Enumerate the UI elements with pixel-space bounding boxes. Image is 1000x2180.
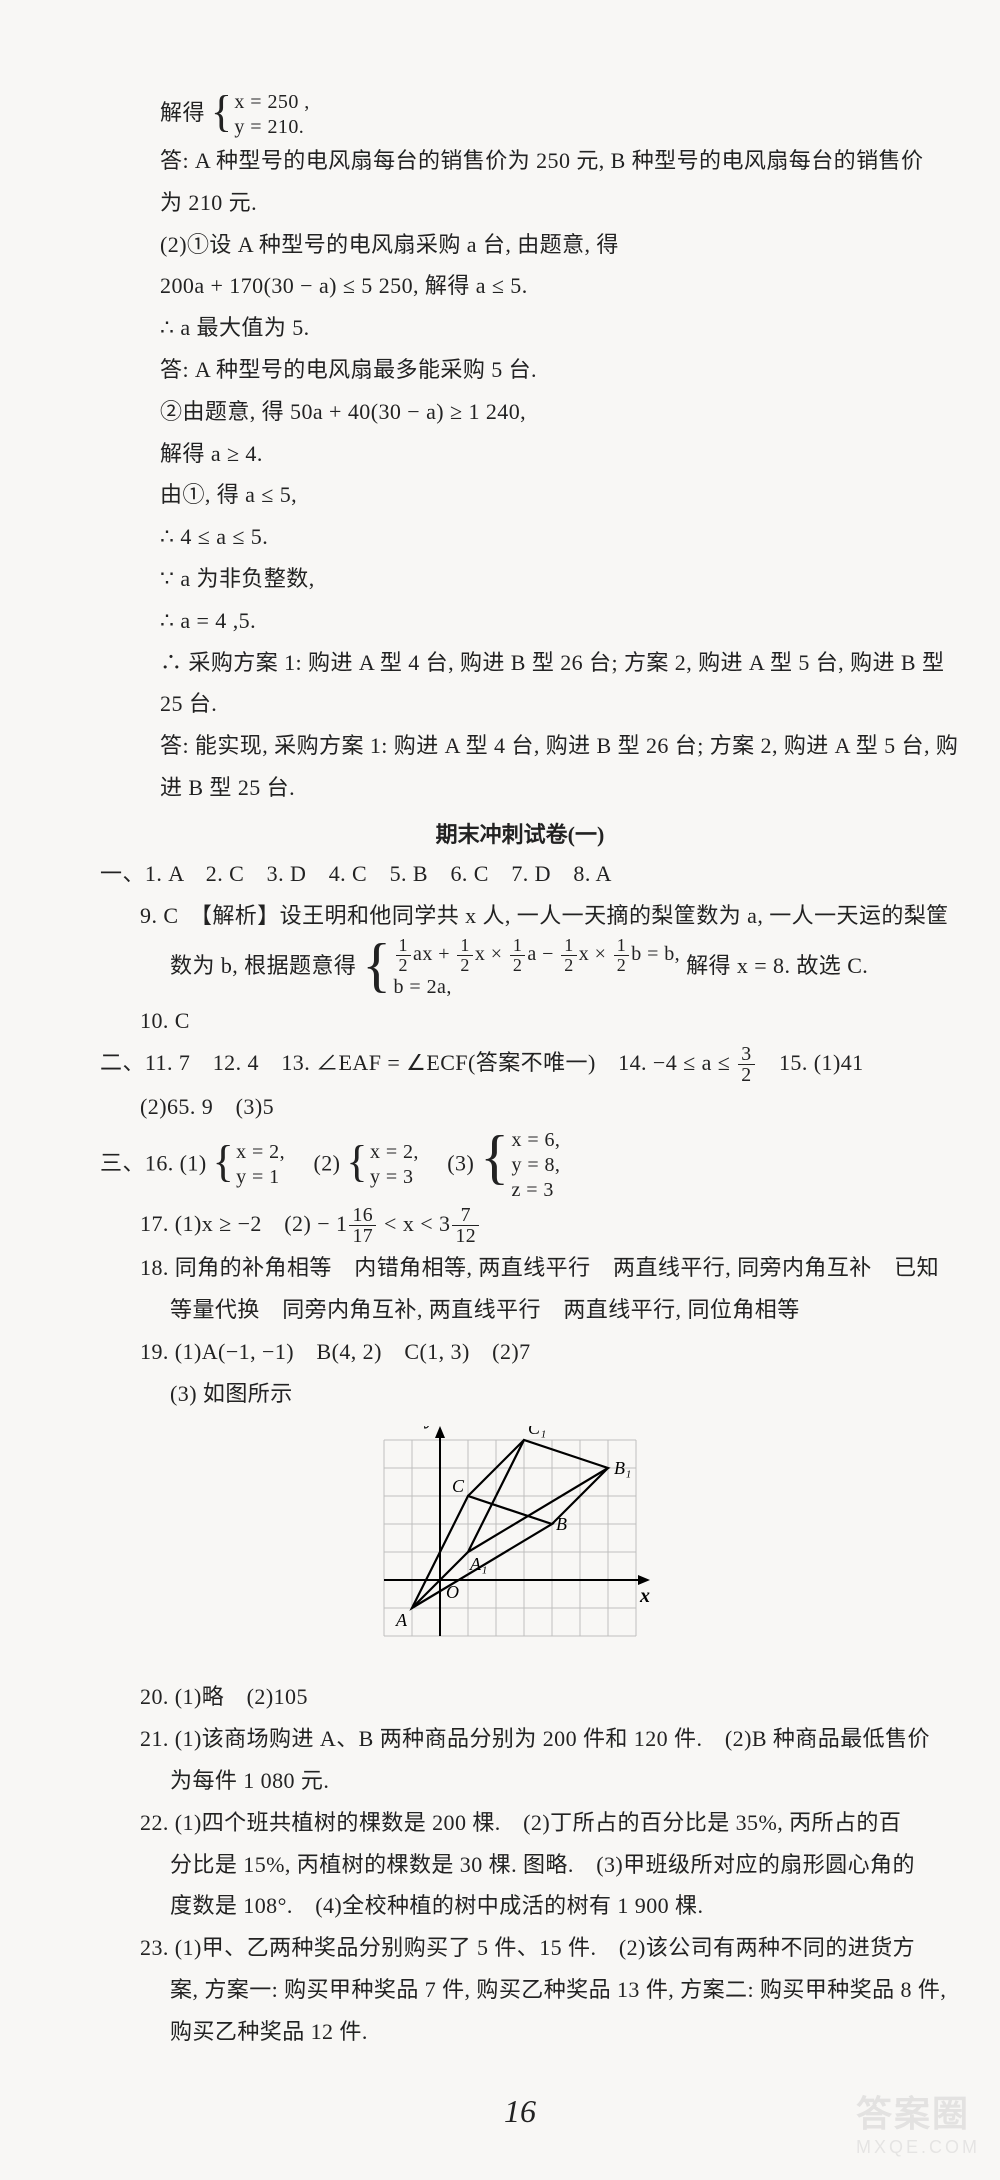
coordinate-figure: y x O A B C A₁ B₁ C₁: [100, 1426, 940, 1666]
line: 200a + 170(30 − a) ≤ 5 250, 解得 a ≤ 5.: [100, 265, 940, 307]
line: ∴ 4 ≤ a ≤ 5.: [100, 516, 940, 558]
text: < x < 3: [378, 1211, 450, 1236]
line: 答: A 种型号的电风扇最多能采购 5 台.: [100, 349, 940, 391]
eq-row: y = 1: [236, 1165, 285, 1190]
line: (3) 如图所示: [100, 1373, 940, 1415]
line: (2)65. 9 (3)5: [100, 1086, 940, 1128]
text: 15. (1)41: [757, 1050, 864, 1075]
line: ∴ 采购方案 1: 购进 A 型 4 台, 购进 B 型 26 台; 方案 2,…: [100, 642, 940, 684]
left-brace-icon: {: [211, 92, 233, 142]
watermark-small: MXQE.COM: [856, 2137, 980, 2158]
line: 18. 同角的补角相等 内错角相等, 两直线平行 两直线平行, 同旁内角互补 已…: [100, 1247, 940, 1289]
line: 二、11. 7 12. 4 13. ∠EAF = ∠ECF(答案不唯一) 14.…: [100, 1042, 940, 1086]
line: 案, 方案一: 购买甲种奖品 7 件, 购买乙种奖品 13 件, 方案二: 购买…: [100, 1969, 940, 2011]
eq-row: z = 3: [511, 1178, 560, 1203]
svg-text:O: O: [446, 1582, 459, 1602]
line: ②由题意, 得 50a + 40(30 − a) ≥ 1 240,: [100, 391, 940, 433]
svg-text:x: x: [639, 1585, 650, 1607]
equation-system: { x = 6, y = 8, z = 3: [480, 1128, 560, 1203]
text: 解得 x = 8. 故选 C.: [686, 953, 868, 978]
page-number: 16: [100, 2093, 940, 2130]
svg-text:A₁: A₁: [469, 1554, 487, 1574]
line: ∴ a 最大值为 5.: [100, 307, 940, 349]
left-brace-icon: {: [346, 1142, 368, 1192]
line: ∴ a = 4 ,5.: [100, 600, 940, 642]
text: (2): [291, 1151, 340, 1176]
text: 二、11. 7 12. 4 13. ∠EAF = ∠ECF(答案不唯一) 14.…: [100, 1050, 736, 1075]
eq-row: x = 2,: [370, 1140, 419, 1165]
left-brace-icon: {: [480, 1132, 509, 1207]
svg-text:B₁: B₁: [614, 1458, 631, 1478]
svg-text:y: y: [424, 1426, 435, 1429]
equation-system: { 12ax + 12x × 12a − 12x × 12b = b, b = …: [362, 936, 680, 1000]
line: (2)①设 A 种型号的电风扇采购 a 台, 由题意, 得: [100, 224, 940, 266]
equation-system: { x = 2, y = 3: [346, 1140, 418, 1190]
line: 10. C: [100, 1000, 940, 1042]
line: 解得 a ≥ 4.: [100, 433, 940, 475]
line: 25 台.: [100, 683, 940, 725]
line: 20. (1)略 (2)105: [100, 1676, 940, 1718]
eq-row: 12ax + 12x × 12a − 12x × 12b = b,: [394, 936, 681, 975]
line: 数为 b, 根据题意得 { 12ax + 12x × 12a − 12x × 1…: [100, 936, 940, 1000]
line: 答: A 种型号的电风扇每台的销售价为 250 元, B 种型号的电风扇每台的销…: [100, 140, 940, 182]
line: 由①, 得 a ≤ 5,: [100, 474, 940, 516]
svg-text:C: C: [452, 1476, 465, 1496]
eq-row: b = 2a,: [394, 975, 681, 1000]
diagram-svg: y x O A B C A₁ B₁ C₁: [370, 1426, 670, 1666]
line: 17. (1)x ≥ −2 (2) − 11617 < x < 3712: [100, 1203, 940, 1247]
text: 17. (1)x ≥ −2 (2) − 1: [140, 1211, 347, 1236]
text: 三、16. (1): [100, 1151, 207, 1176]
svg-text:A: A: [395, 1610, 408, 1630]
equation-system: { x = 250 , y = 210.: [211, 90, 310, 140]
eq-row: x = 6,: [511, 1128, 560, 1153]
svg-text:C₁: C₁: [528, 1426, 546, 1438]
watermark-big: 答案圈: [856, 2085, 980, 2137]
svg-text:B: B: [556, 1514, 567, 1534]
line: 答: 能实现, 采购方案 1: 购进 A 型 4 台, 购进 B 型 26 台;…: [100, 725, 940, 767]
left-brace-icon: {: [213, 1142, 235, 1192]
line: 解得 { x = 250 , y = 210.: [100, 90, 940, 140]
watermark: 答案圈 MXQE.COM: [856, 2085, 980, 2158]
line: 度数是 108°. (4)全校种植的树中成活的树有 1 900 棵.: [100, 1885, 940, 1927]
line: 为每件 1 080 元.: [100, 1760, 940, 1802]
eq-row: y = 210.: [234, 115, 309, 140]
line: 等量代换 同旁内角互补, 两直线平行 两直线平行, 同位角相等: [100, 1289, 940, 1331]
eq-row: y = 8,: [511, 1153, 560, 1178]
line: 分比是 15%, 丙植树的棵数是 30 棵. 图略. (3)甲班级所对应的扇形圆…: [100, 1844, 940, 1886]
text: 数为 b, 根据题意得: [170, 953, 356, 978]
line: 一、1. A 2. C 3. D 4. C 5. B 6. C 7. D 8. …: [100, 853, 940, 895]
line: 为 210 元.: [100, 182, 940, 224]
left-brace-icon: {: [362, 940, 391, 1004]
line: 21. (1)该商场购进 A、B 两种商品分别为 200 件和 120 件. (…: [100, 1718, 940, 1760]
line: 22. (1)四个班共植树的棵数是 200 棵. (2)丁所占的百分比是 35%…: [100, 1802, 940, 1844]
line: 23. (1)甲、乙两种奖品分别购买了 5 件、15 件. (2)该公司有两种不…: [100, 1927, 940, 1969]
eq-row: x = 250 ,: [234, 90, 309, 115]
line: ∵ a 为非负整数,: [100, 558, 940, 600]
text: (3): [425, 1151, 474, 1176]
eq-row: y = 3: [370, 1165, 419, 1190]
line: 购买乙种奖品 12 件.: [100, 2011, 940, 2053]
line: 三、16. (1) { x = 2, y = 1 (2) { x = 2, y …: [100, 1128, 940, 1203]
line: 进 B 型 25 台.: [100, 767, 940, 809]
equation-system: { x = 2, y = 1: [213, 1140, 285, 1190]
text: 解得: [160, 100, 205, 125]
line: 9. C 【解析】设王明和他同学共 x 人, 一人一天摘的梨筐数为 a, 一人一…: [100, 895, 940, 937]
line: 19. (1)A(−1, −1) B(4, 2) C(1, 3) (2)7: [100, 1331, 940, 1373]
eq-row: x = 2,: [236, 1140, 285, 1165]
page-root: 解得 { x = 250 , y = 210. 答: A 种型号的电风扇每台的销…: [0, 0, 1000, 2180]
paper-title: 期末冲刺试卷(一): [100, 817, 940, 849]
